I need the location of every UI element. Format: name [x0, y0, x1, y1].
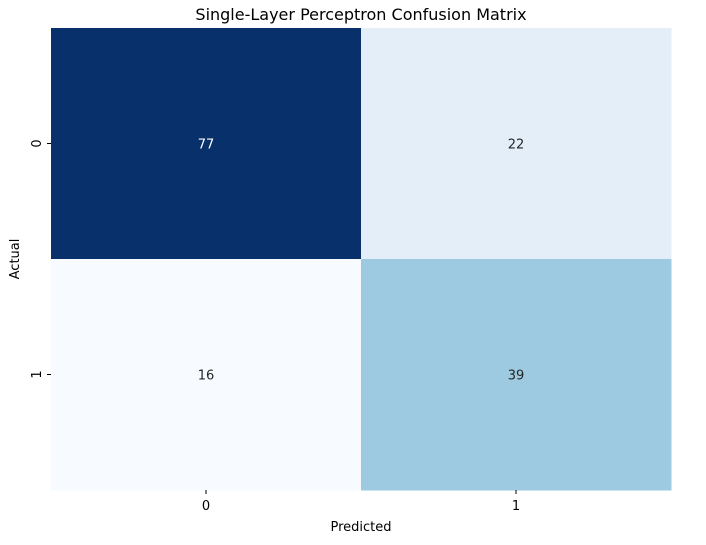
cell-annotations: 77 22 16 39 — [198, 138, 525, 384]
y-axis-ticks: 01 — [30, 139, 51, 379]
cell-value-0-0: 77 — [198, 138, 215, 153]
heatmap-cells — [51, 28, 672, 491]
y-axis-label: Actual — [8, 239, 23, 280]
heatmap-cell-1-0 — [51, 259, 362, 491]
cell-value-1-1: 39 — [508, 369, 525, 384]
cell-value-1-0: 16 — [198, 369, 215, 384]
chart-title: Single-Layer Perceptron Confusion Matrix — [195, 5, 526, 24]
heatmap-cell-1-1 — [361, 259, 672, 491]
x-axis-label: Predicted — [330, 520, 391, 535]
x-tick-label-0: 0 — [202, 499, 210, 514]
heatmap-cell-0-1 — [361, 28, 672, 260]
x-tick-label-1: 1 — [512, 499, 520, 514]
heatmap-cell-0-0 — [51, 28, 362, 260]
y-tick-label-1: 1 — [30, 370, 45, 378]
y-tick-label-0: 0 — [30, 139, 45, 147]
cell-value-0-1: 22 — [508, 138, 525, 153]
